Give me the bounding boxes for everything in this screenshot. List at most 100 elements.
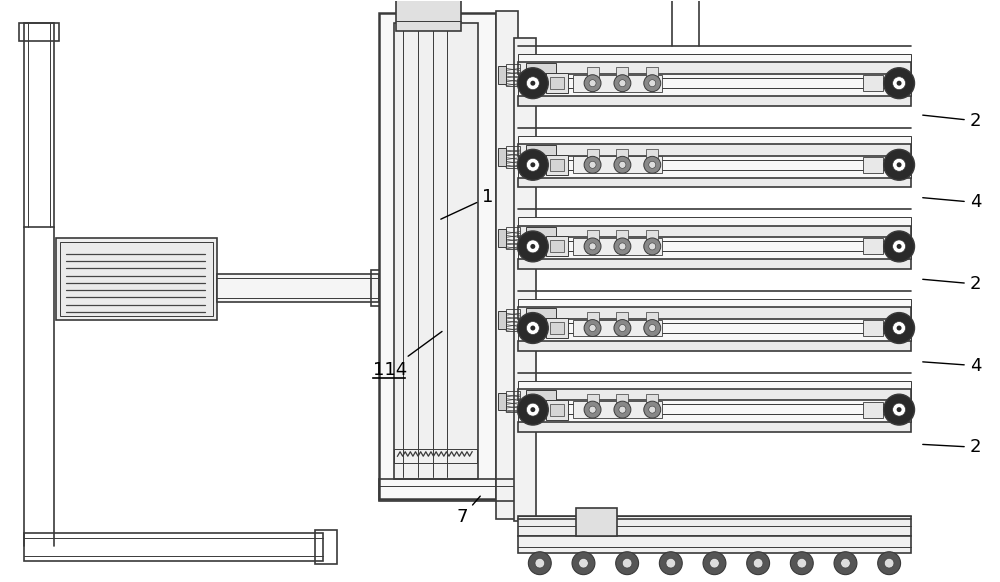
Circle shape bbox=[710, 558, 719, 568]
Circle shape bbox=[622, 558, 632, 568]
Circle shape bbox=[644, 238, 661, 255]
Bar bbox=[573, 320, 662, 336]
Bar bbox=[587, 68, 599, 79]
Bar bbox=[526, 227, 556, 237]
Bar bbox=[217, 274, 379, 302]
Bar bbox=[646, 393, 658, 406]
Bar bbox=[616, 68, 628, 79]
Bar bbox=[379, 13, 496, 499]
Bar bbox=[498, 392, 506, 410]
Circle shape bbox=[530, 162, 535, 167]
Bar bbox=[514, 38, 536, 521]
Bar bbox=[371, 270, 387, 306]
Bar bbox=[498, 311, 506, 329]
Circle shape bbox=[897, 162, 902, 167]
Bar bbox=[550, 77, 564, 89]
Circle shape bbox=[517, 68, 548, 98]
Bar bbox=[518, 96, 911, 106]
Circle shape bbox=[897, 244, 902, 249]
Circle shape bbox=[530, 244, 535, 249]
Circle shape bbox=[530, 407, 535, 412]
Bar bbox=[518, 136, 911, 178]
Circle shape bbox=[517, 394, 548, 425]
Text: 4: 4 bbox=[923, 357, 981, 375]
Circle shape bbox=[589, 161, 596, 168]
Circle shape bbox=[878, 552, 901, 574]
Circle shape bbox=[584, 401, 601, 418]
Bar bbox=[526, 390, 556, 400]
Circle shape bbox=[526, 77, 539, 90]
Circle shape bbox=[893, 158, 906, 171]
Circle shape bbox=[579, 558, 588, 568]
Bar bbox=[863, 157, 883, 173]
Bar bbox=[587, 149, 599, 161]
Bar bbox=[573, 401, 662, 418]
Circle shape bbox=[884, 394, 915, 425]
Bar bbox=[546, 236, 568, 256]
Circle shape bbox=[834, 552, 857, 574]
Text: 114: 114 bbox=[373, 332, 442, 379]
Bar bbox=[573, 157, 662, 173]
Circle shape bbox=[619, 406, 626, 413]
Circle shape bbox=[619, 161, 626, 168]
Bar bbox=[506, 64, 520, 86]
Bar bbox=[518, 307, 911, 319]
Circle shape bbox=[884, 558, 894, 568]
Circle shape bbox=[797, 558, 807, 568]
Bar bbox=[573, 74, 662, 91]
Bar bbox=[587, 312, 599, 324]
Bar bbox=[550, 404, 564, 416]
Circle shape bbox=[649, 325, 656, 332]
Bar bbox=[498, 148, 506, 166]
Circle shape bbox=[517, 150, 548, 180]
Bar bbox=[394, 449, 477, 463]
Bar bbox=[518, 516, 911, 536]
Bar bbox=[518, 381, 911, 423]
Circle shape bbox=[644, 157, 661, 173]
Bar bbox=[518, 217, 911, 259]
Circle shape bbox=[619, 243, 626, 250]
Bar bbox=[518, 259, 911, 269]
Circle shape bbox=[649, 80, 656, 87]
Bar bbox=[616, 230, 628, 243]
Circle shape bbox=[584, 238, 601, 255]
Circle shape bbox=[644, 320, 661, 336]
Circle shape bbox=[649, 243, 656, 250]
Circle shape bbox=[589, 243, 596, 250]
Bar bbox=[587, 230, 599, 243]
Circle shape bbox=[614, 401, 631, 418]
Bar bbox=[498, 66, 506, 84]
Circle shape bbox=[649, 406, 656, 413]
Circle shape bbox=[893, 77, 906, 90]
Bar bbox=[646, 68, 658, 79]
Bar bbox=[573, 238, 662, 255]
Bar bbox=[616, 393, 628, 406]
Bar bbox=[396, 0, 461, 31]
Circle shape bbox=[614, 157, 631, 173]
Bar bbox=[518, 178, 911, 187]
Bar bbox=[506, 309, 520, 331]
Bar bbox=[863, 320, 883, 336]
Circle shape bbox=[666, 558, 676, 568]
Bar bbox=[616, 149, 628, 161]
Bar bbox=[550, 322, 564, 334]
Circle shape bbox=[659, 552, 682, 574]
Text: 2: 2 bbox=[923, 438, 981, 456]
Circle shape bbox=[589, 406, 596, 413]
Bar bbox=[646, 149, 658, 161]
Bar bbox=[587, 393, 599, 406]
Bar bbox=[863, 402, 883, 418]
Bar bbox=[518, 226, 911, 237]
Circle shape bbox=[884, 150, 915, 180]
Circle shape bbox=[526, 240, 539, 253]
Bar bbox=[518, 299, 911, 341]
Circle shape bbox=[530, 325, 535, 331]
Circle shape bbox=[619, 80, 626, 87]
Text: 2: 2 bbox=[923, 112, 981, 130]
Circle shape bbox=[526, 158, 539, 171]
Bar bbox=[506, 228, 520, 249]
Text: 2: 2 bbox=[923, 275, 981, 293]
Bar bbox=[526, 308, 556, 318]
Bar bbox=[546, 400, 568, 420]
Bar bbox=[546, 318, 568, 338]
